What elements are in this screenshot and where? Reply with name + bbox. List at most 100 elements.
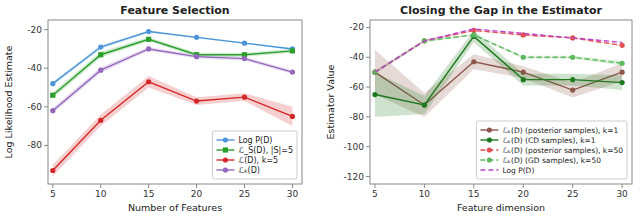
y-tick — [366, 27, 370, 28]
legend-label: Log P(D) — [502, 166, 534, 175]
plot-area — [372, 28, 624, 117]
y-axis-label: Log Likelihood Estimate — [3, 45, 14, 158]
y-tick — [366, 146, 370, 147]
point — [290, 114, 295, 119]
x-tick — [244, 184, 245, 188]
point — [146, 79, 151, 84]
x-tick — [424, 184, 425, 188]
point — [521, 77, 526, 82]
point — [242, 41, 247, 46]
y-tick — [44, 29, 48, 30]
point — [570, 55, 575, 60]
point — [372, 92, 377, 97]
legend-label: ℒ_S(D), |S|=5 — [238, 146, 293, 155]
x-tick-label: 25 — [239, 189, 250, 199]
legend-label: ℒₖ(D) (CD samples), k=1 — [502, 136, 595, 145]
y-tick-label: -80 — [349, 112, 364, 122]
point — [290, 69, 295, 74]
x-tick-label: 15 — [468, 189, 479, 199]
y-axis-label: Estimator Value — [325, 64, 336, 139]
point — [50, 108, 55, 113]
x-tick — [622, 184, 623, 188]
chart: 51015202530-20-40-60-80Feature Selection… — [0, 0, 640, 220]
error-band — [375, 30, 622, 74]
point — [620, 43, 625, 48]
error-band — [53, 47, 293, 114]
point — [98, 52, 103, 57]
series-line — [53, 49, 293, 111]
y-tick — [44, 68, 48, 69]
x-tick-label: 20 — [518, 189, 530, 199]
legend-marker — [223, 157, 228, 162]
point — [98, 44, 103, 49]
legend-label: ℒₖ(D) (posterior samples), k=50 — [502, 146, 623, 155]
y-tick-label: -20 — [27, 25, 42, 35]
plot-frame — [370, 20, 632, 184]
x-tick-label: 5 — [372, 189, 378, 199]
legend-marker — [223, 167, 228, 172]
legend-box — [476, 121, 627, 179]
x-tick-label: 15 — [143, 189, 154, 199]
title: Feature Selection — [120, 4, 229, 17]
point — [471, 59, 476, 64]
point — [146, 46, 151, 51]
legend-swatch — [480, 169, 498, 170]
y-tick-label: -60 — [27, 102, 42, 112]
point — [290, 48, 295, 53]
y-tick-label: -120 — [344, 172, 365, 182]
point — [146, 37, 151, 42]
legend-marker — [487, 157, 492, 162]
error-band — [53, 31, 293, 86]
point — [98, 118, 103, 123]
x-tick — [292, 184, 293, 188]
legend-label: ℒ(D), k=5 — [238, 156, 278, 165]
y-tick-label: -60 — [349, 82, 364, 92]
point — [50, 81, 55, 86]
x-tick-label: 5 — [50, 189, 56, 199]
series-line — [375, 30, 622, 72]
legend-label: ℒₖ(D) (posterior samples), k=1 — [502, 126, 618, 135]
legend-marker — [487, 127, 492, 132]
y-tick-label: -40 — [27, 63, 42, 73]
x-tick — [374, 184, 375, 188]
x-tick — [52, 184, 53, 188]
point — [620, 80, 625, 85]
point — [50, 93, 55, 98]
y-tick — [366, 87, 370, 88]
x-axis-label: Feature dimension — [457, 202, 545, 213]
point — [521, 55, 526, 60]
point — [620, 61, 625, 66]
point — [471, 32, 476, 37]
y-tick — [44, 106, 48, 107]
x-tick — [523, 184, 524, 188]
panel: 51015202530-20-40-60-80Feature Selection… — [3, 4, 302, 213]
legend-marker — [223, 137, 228, 142]
point — [146, 29, 151, 34]
x-tick — [572, 184, 573, 188]
point — [98, 68, 103, 73]
x-axis-label: Number of Features — [128, 202, 222, 213]
x-tick — [473, 184, 474, 188]
y-tick-label: -20 — [349, 22, 364, 32]
point — [570, 87, 575, 92]
legend: Log P(D)ℒ_S(D), |S|=5ℒ(D), k=5ℒₖ(D) — [212, 131, 297, 179]
x-tick-label: 20 — [191, 189, 203, 199]
legend-box — [212, 131, 297, 179]
series-line — [53, 32, 293, 84]
legend-label: Log P(D) — [238, 136, 272, 145]
error-band — [53, 76, 293, 176]
y-tick — [366, 57, 370, 58]
point — [242, 95, 247, 100]
y-tick-label: -80 — [27, 140, 42, 150]
x-tick-label: 30 — [616, 189, 628, 199]
x-tick — [148, 184, 149, 188]
point — [50, 168, 55, 173]
x-tick-label: 25 — [567, 189, 578, 199]
y-tick — [366, 176, 370, 177]
legend-label: ℒₖ(D) — [238, 166, 260, 175]
plot-frame — [48, 20, 302, 184]
x-tick — [196, 184, 197, 188]
x-tick — [100, 184, 101, 188]
y-tick — [44, 145, 48, 146]
point — [194, 54, 199, 59]
